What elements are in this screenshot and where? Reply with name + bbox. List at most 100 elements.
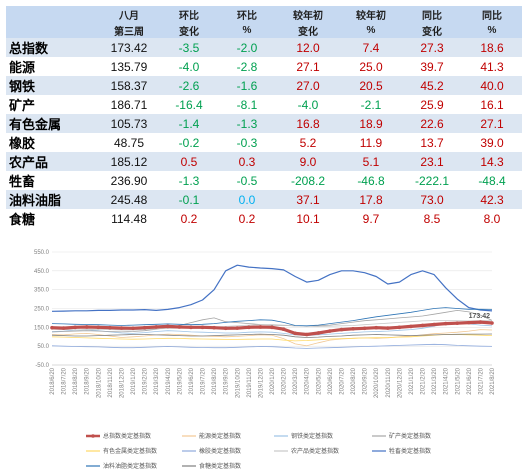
header-cell: 八月 — [98, 6, 160, 22]
legend-label: 油料油脂类定基指数 — [103, 462, 157, 470]
series-line-8 — [51, 307, 493, 327]
x-tick-label: 2020/6/20 — [328, 367, 334, 394]
row-change-cell: 14.3 — [462, 152, 522, 171]
series-line-2 — [51, 322, 493, 336]
series-point — [61, 326, 66, 330]
header-cell: 同比 — [402, 6, 462, 22]
row-change-cell: -0.5 — [218, 171, 276, 190]
row-change-cell: 39.7 — [402, 57, 462, 76]
row-change-cell: 18.6 — [462, 38, 522, 57]
series-line-4 — [51, 334, 493, 342]
row-change-cell: -1.3 — [218, 114, 276, 133]
x-tick-label: 2021/5/20 — [455, 367, 461, 394]
x-tick-label: 2020/3/20 — [293, 367, 299, 394]
row-change-cell: 16.1 — [462, 95, 522, 114]
table-row: 矿产 186.71 -16.4 -8.1 -4.0 -2.1 25.9 16.1 — [6, 95, 522, 114]
row-change-cell: 22.6 — [402, 114, 462, 133]
x-tick-label: 2021/2/20 — [421, 367, 427, 394]
series-point — [247, 325, 251, 330]
row-change-cell: -1.4 — [160, 114, 218, 133]
row-change-cell: -208.2 — [276, 171, 340, 190]
table-row: 有色金属 105.73 -1.4 -1.3 16.8 18.9 22.6 27.1 — [6, 114, 522, 133]
row-index-value: 105.73 — [98, 114, 160, 133]
row-change-cell: -4.0 — [276, 95, 340, 114]
x-tick-label: 2018/8/20 — [73, 367, 79, 394]
row-change-cell: -2.0 — [218, 38, 276, 57]
header-cell: % — [218, 22, 276, 38]
x-tick-label: 2019/9/20 — [224, 367, 230, 394]
x-tick-label: 2018/9/20 — [85, 367, 91, 394]
series-point — [490, 321, 494, 325]
series-point — [189, 325, 193, 330]
row-change-cell: -1.3 — [160, 171, 218, 190]
row-change-cell: 41.3 — [462, 57, 522, 76]
x-tick-label: 2018/6/20 — [50, 367, 56, 394]
series-point — [316, 331, 321, 335]
series-point — [339, 327, 344, 332]
row-change-cell: 27.1 — [462, 114, 522, 133]
row-name: 总指数 — [6, 38, 98, 57]
row-change-cell: 8.0 — [462, 209, 522, 228]
row-change-cell: 18.9 — [340, 114, 402, 133]
series-line-9 — [51, 333, 493, 338]
row-change-cell: 40.0 — [462, 76, 522, 95]
x-tick-label: 2020/4/20 — [305, 367, 311, 394]
series-point — [258, 325, 263, 329]
x-tick-label: 2020/9/20 — [363, 367, 369, 394]
x-tick-label: 2019/6/20 — [189, 367, 195, 394]
table-row: 农产品 185.12 0.5 0.3 9.0 5.1 23.1 14.3 — [6, 152, 522, 171]
series-point — [84, 325, 89, 329]
x-tick-label: 2019/8/20 — [212, 367, 218, 394]
series-line-7 — [51, 264, 493, 312]
y-tick-label: 450.0 — [34, 269, 50, 275]
x-tick-label: 2019/11/20 — [247, 367, 253, 397]
row-name: 农产品 — [6, 152, 98, 171]
x-tick-label: 2020/8/20 — [351, 367, 357, 394]
legend-label: 农产品类定基指数 — [291, 447, 339, 455]
row-change-cell: 11.9 — [340, 133, 402, 152]
series-point — [154, 325, 159, 329]
row-index-value: 185.12 — [98, 152, 160, 171]
row-change-cell: 8.5 — [402, 209, 462, 228]
row-change-cell: -2.1 — [340, 95, 402, 114]
x-tick-label: 2021/8/20 — [490, 367, 496, 394]
series-point — [142, 325, 147, 330]
header-cell: 较年初 — [276, 6, 340, 22]
y-tick-label: 150.0 — [34, 325, 50, 331]
series-point — [328, 329, 332, 333]
row-change-cell: 45.2 — [402, 76, 462, 95]
row-change-cell: 0.2 — [218, 209, 276, 228]
header-cell: 较年初 — [340, 6, 402, 22]
series-point — [281, 327, 286, 332]
row-index-value: 114.48 — [98, 209, 160, 228]
header-cell: % — [340, 22, 402, 38]
header-cell: 变化 — [276, 22, 340, 38]
row-change-cell: -0.3 — [218, 133, 276, 152]
legend-label: 牲畜类定基指数 — [389, 447, 431, 455]
row-name: 能源 — [6, 57, 98, 76]
row-change-cell: -4.0 — [160, 57, 218, 76]
series-point — [362, 326, 367, 331]
row-change-cell: 5.1 — [340, 152, 402, 171]
series-line-6 — [51, 320, 492, 331]
series-point — [374, 325, 379, 330]
row-change-cell: -222.1 — [402, 171, 462, 190]
series-line-5 — [51, 343, 493, 349]
x-tick-label: 2020/7/20 — [339, 367, 345, 394]
table-row: 食糖 114.48 0.2 0.2 10.1 9.7 8.5 8.0 — [6, 209, 522, 228]
row-change-cell: -3.5 — [160, 38, 218, 57]
x-tick-label: 2018/12/20 — [119, 367, 125, 398]
series-point — [223, 326, 228, 331]
row-change-cell: 16.8 — [276, 114, 340, 133]
row-change-cell: -1.6 — [218, 76, 276, 95]
index-table: 八月 环比 环比 较年初 较年初 同比 同比 第三周 变化 % 变化 % 变化 … — [6, 6, 522, 228]
x-tick-label: 2020/1/20 — [270, 367, 276, 394]
row-name: 矿产 — [6, 95, 98, 114]
legend-label: 橡胶类定基指数 — [199, 447, 241, 455]
header-cell — [6, 6, 98, 22]
row-index-value: 186.71 — [98, 95, 160, 114]
row-change-cell: 7.4 — [340, 38, 402, 57]
series-point — [351, 327, 355, 331]
series-point — [409, 324, 413, 329]
y-tick-label: -50.0 — [35, 363, 49, 369]
